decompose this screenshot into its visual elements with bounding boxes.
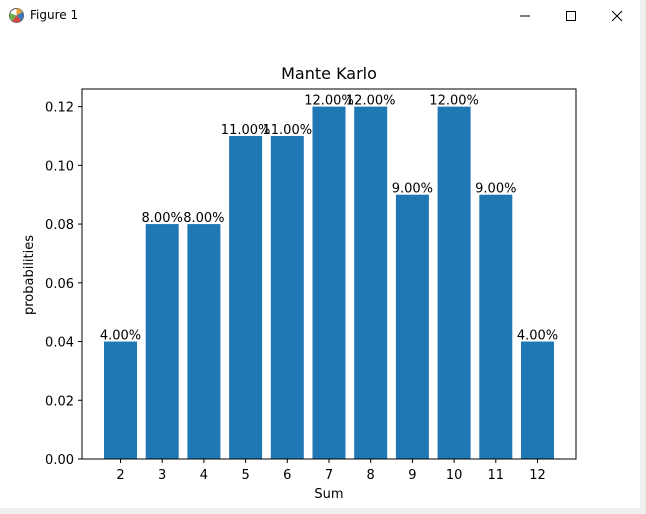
bar-5 [229,135,263,459]
maximize-button[interactable] [548,0,594,31]
x-axis-label: Sum [314,487,343,502]
status-bar [0,508,640,514]
bar-9 [395,194,429,459]
data-label-3: 8.00% [142,211,183,226]
bar-12 [521,341,554,459]
x-tick-label: 2 [116,468,124,483]
plot-frame [81,88,577,460]
x-tick-label: 5 [241,468,249,483]
x-tick-label: 9 [408,468,416,483]
y-tick-label: 0.08 [45,218,74,233]
x-tick-label: 4 [200,468,208,483]
bar-6 [270,135,304,459]
x-tick-label: 12 [529,468,546,483]
x-tick-label: 7 [325,468,333,483]
data-label-6: 11.00% [263,123,313,138]
x-tick-label: 11 [488,468,505,483]
y-tick-label: 0.06 [45,277,74,292]
window-edge [640,0,646,514]
data-label-4: 8.00% [183,211,224,226]
y-tick-label: 0.00 [45,453,74,468]
data-label-8: 12.00% [346,94,396,109]
data-label-7: 12.00% [304,94,354,109]
matplotlib-figure-icon [9,8,24,23]
bar-2 [104,341,137,459]
minimize-button[interactable] [502,0,548,31]
bar-7 [312,106,346,459]
close-button[interactable] [594,0,640,31]
y-tick-label: 0.04 [45,336,74,351]
bar-10 [437,106,471,459]
bar-4 [187,224,221,459]
bar-3 [145,224,179,459]
bar-8 [354,106,388,459]
x-tick-label: 6 [283,468,291,483]
x-tick-label: 3 [158,468,166,483]
figure-canvas: Mante Karlo Sum probabilities 4.00% 8.00%… [0,31,640,508]
data-label-2: 4.00% [100,329,141,344]
data-label-12: 4.00% [517,329,558,344]
close-icon [611,10,623,21]
y-axis-label: probabilities [22,235,37,315]
data-label-10: 12.00% [429,94,479,109]
y-tick-label: 0.02 [45,394,74,409]
x-tick-label: 10 [446,468,463,483]
title-bar[interactable]: Figure 1 [0,0,640,31]
chart-title: Mante Karlo [281,64,377,83]
window-title: Figure 1 [30,8,79,22]
data-label-9: 9.00% [392,182,433,197]
minimize-icon [520,15,530,16]
data-label-11: 9.00% [475,182,516,197]
bar-chart: Mante Karlo Sum probabilities 4.00% 8.00%… [22,64,577,502]
y-tick-label: 0.12 [45,101,74,116]
bar-11 [479,194,513,459]
data-label-5: 11.00% [221,123,271,138]
x-tick-label: 8 [367,468,375,483]
maximize-icon [566,10,576,21]
y-tick-label: 0.10 [45,159,74,174]
